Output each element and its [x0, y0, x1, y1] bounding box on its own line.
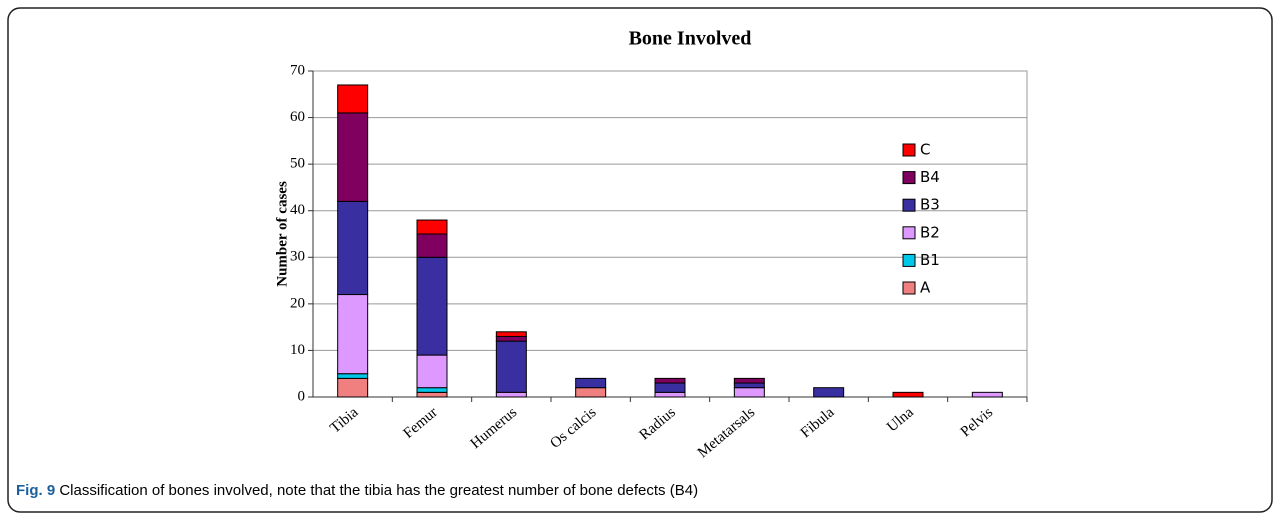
legend-swatch: [902, 226, 916, 240]
legend-label: B1: [920, 251, 940, 269]
bar-segment: [813, 387, 845, 398]
caption: Fig. 9 Classification of bones involved,…: [16, 482, 698, 499]
legend-label: A: [920, 279, 931, 297]
legend-label: B3: [920, 196, 940, 214]
legend-swatch: [902, 171, 916, 185]
bar-segment: [495, 391, 527, 398]
legend-swatch: [902, 253, 916, 267]
x-tick-label: Ulna: [884, 404, 917, 435]
x-tick-label: Os calcis: [547, 404, 599, 451]
legend-swatch: [902, 198, 916, 212]
bar-segment: [337, 373, 369, 379]
legend-label: C: [920, 141, 930, 159]
bar-segment: [337, 84, 369, 114]
caption-label: Fig. 9: [16, 482, 55, 499]
bar-segment: [575, 387, 607, 398]
y-tick-label: 70: [290, 62, 305, 78]
x-tick-label: Tibia: [327, 404, 361, 436]
bar-segment: [654, 377, 686, 384]
x-tick-label: Radius: [637, 404, 679, 443]
x-tick-label: Pelvis: [958, 404, 997, 440]
bar-segment: [575, 377, 607, 389]
x-tick-label: Fibula: [798, 404, 838, 441]
y-axis-label: Number of cases: [274, 181, 290, 287]
bar-segment: [654, 382, 686, 393]
bar-segment: [416, 387, 448, 393]
bar-segment: [416, 256, 448, 356]
bar-segment: [416, 219, 448, 235]
bar-segment: [337, 377, 369, 398]
frame: [7, 7, 1273, 513]
bar-segment: [337, 200, 369, 296]
caption-text: Classification of bones involved, note t…: [59, 482, 698, 499]
y-tick-label: 50: [290, 156, 305, 172]
legend-label: B4: [920, 168, 940, 186]
y-tick-label: 20: [290, 295, 305, 311]
bar-segment: [416, 233, 448, 258]
bar-segment: [495, 331, 527, 337]
bar-segment: [654, 391, 686, 398]
x-tick-label: Humerus: [468, 404, 521, 452]
bar-segment: [495, 340, 527, 393]
y-tick-label: 30: [290, 249, 305, 265]
legend-swatch: [902, 143, 916, 157]
bar-segment: [337, 294, 369, 375]
bar-segment: [892, 391, 924, 398]
bar-segment: [337, 112, 369, 202]
chart-title: Bone Involved: [629, 28, 752, 50]
x-tick-label: Metatarsals: [695, 404, 758, 461]
bar-segment: [416, 354, 448, 389]
bar-segment: [733, 387, 765, 398]
bar-segment: [733, 382, 765, 389]
y-tick-label: 10: [290, 342, 305, 358]
bar-segment: [971, 391, 1003, 398]
legend-label: B2: [920, 223, 940, 241]
y-tick-label: 40: [290, 202, 305, 218]
bar-segment: [495, 335, 527, 342]
bar-segment: [416, 391, 448, 398]
bar-segment: [733, 377, 765, 384]
x-tick-label: Femur: [400, 404, 440, 441]
legend-swatch: [902, 281, 916, 295]
y-tick-label: 0: [298, 388, 306, 404]
y-tick-label: 60: [290, 109, 305, 125]
